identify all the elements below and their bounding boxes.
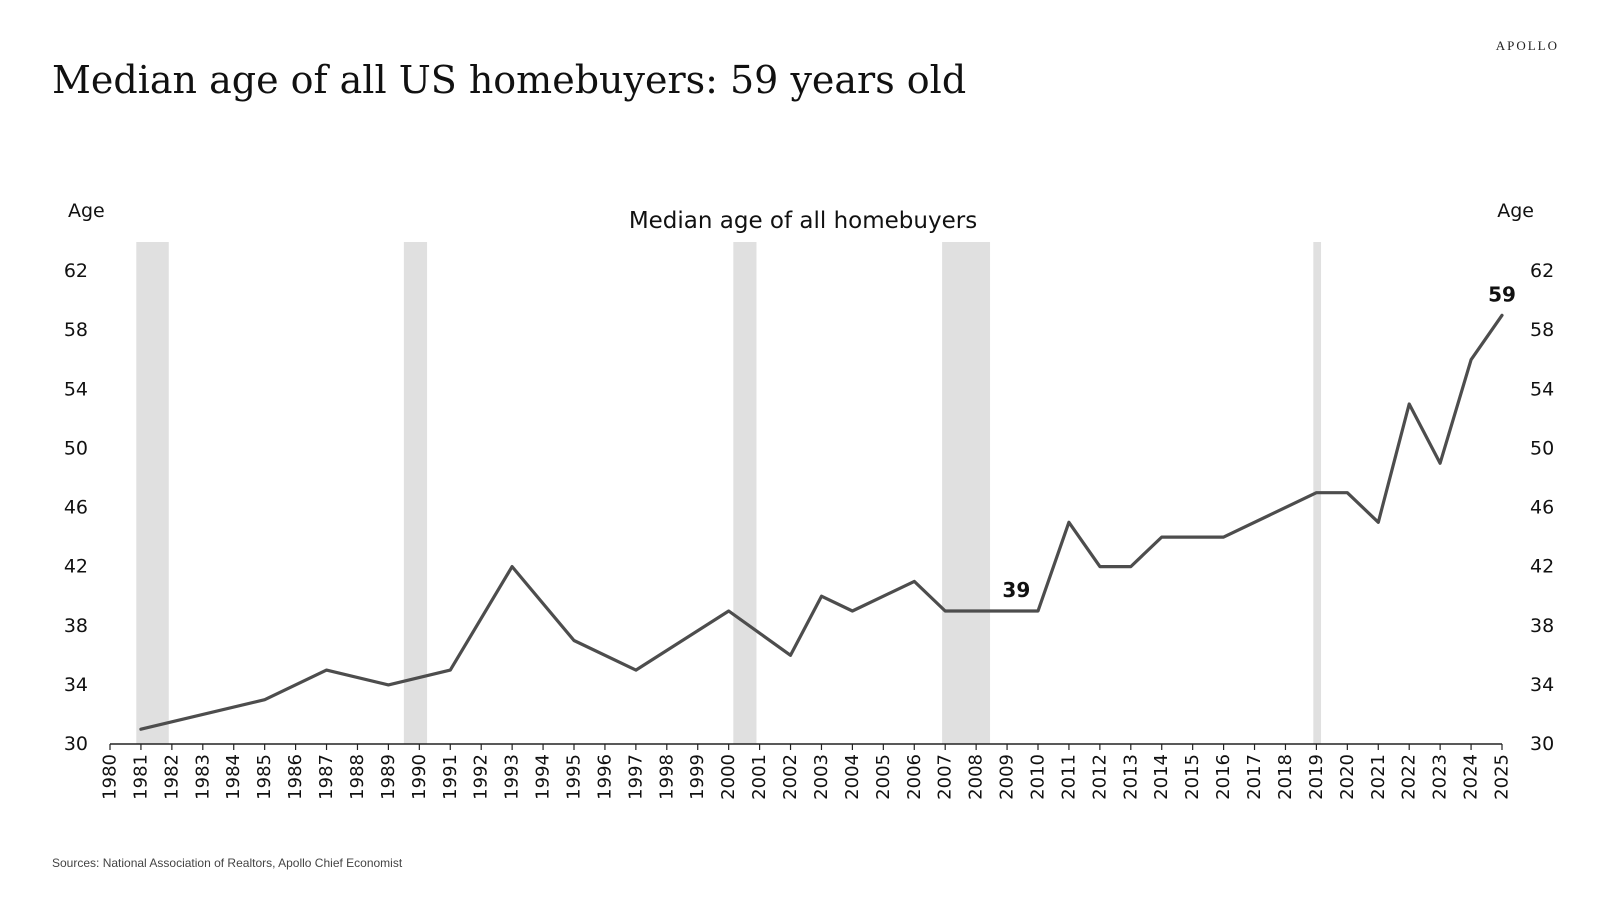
x-tick-label-2014: 2014: [1151, 754, 1172, 800]
x-tick-label-2003: 2003: [811, 754, 832, 800]
x-tick-label-2018: 2018: [1275, 754, 1296, 800]
x-tick-label-2025: 2025: [1492, 754, 1513, 800]
recession-band-2: [403, 242, 428, 744]
series-line-group: [139, 313, 1504, 731]
apollo-logo: APOLLO: [1495, 38, 1559, 53]
x-tick-label-2005: 2005: [873, 754, 894, 800]
x-tick-label-2000: 2000: [718, 754, 739, 800]
x-tick-label-2013: 2013: [1120, 754, 1141, 800]
x-tick-label-1996: 1996: [594, 754, 615, 800]
x-tick-label-2015: 2015: [1182, 754, 1203, 800]
recession-band-1: [136, 242, 169, 744]
y-right-tick-label-62: 62: [1530, 260, 1554, 282]
x-tick-label-2024: 2024: [1461, 754, 1482, 800]
y-left-tick-label-50: 50: [64, 437, 88, 459]
y-axis-right-labels: 30 34 38 42 46 50 54 58 62: [1530, 260, 1554, 755]
x-tick-label-1987: 1987: [316, 754, 337, 800]
x-tick-label-2008: 2008: [966, 754, 987, 800]
x-tick-label-2004: 2004: [842, 754, 863, 800]
recession-band-3: [733, 242, 757, 744]
y-axis-right-title: Age: [1497, 200, 1534, 222]
y-left-tick-label-42: 42: [64, 556, 88, 578]
x-tick-label-2023: 2023: [1430, 754, 1451, 800]
x-tick-label-2006: 2006: [904, 754, 925, 800]
x-tick-label-1988: 1988: [347, 754, 368, 800]
x-tick-label-2007: 2007: [935, 754, 956, 800]
x-tick-label-1993: 1993: [502, 754, 523, 800]
x-tick-label-2009: 2009: [997, 754, 1018, 800]
x-tick-label-1980: 1980: [100, 754, 121, 800]
x-tick-label-2021: 2021: [1368, 754, 1389, 800]
y-right-tick-label-46: 46: [1530, 497, 1554, 519]
y-left-tick-label-34: 34: [64, 674, 88, 696]
recession-shading: [136, 242, 1322, 744]
y-left-tick-label-58: 58: [64, 319, 88, 341]
x-tick-label-1981: 1981: [130, 754, 151, 800]
x-tick-label-1985: 1985: [254, 754, 275, 800]
x-tick-label-2019: 2019: [1306, 754, 1327, 800]
x-tick-label-1986: 1986: [285, 754, 306, 800]
y-axis-left-labels: 30 34 38 42 46 50 54 58 62: [64, 260, 88, 755]
x-tick-label-1998: 1998: [656, 754, 677, 800]
x-tick-label-1982: 1982: [161, 754, 182, 800]
x-tick-label-1994: 1994: [533, 754, 554, 800]
annotation-39: 39: [1002, 578, 1030, 602]
x-tick-label-2001: 2001: [749, 754, 770, 800]
x-tick-label-1984: 1984: [223, 754, 244, 800]
y-right-tick-label-42: 42: [1530, 556, 1554, 578]
y-left-tick-label-46: 46: [64, 497, 88, 519]
sources-note: Sources: National Association of Realtor…: [52, 856, 403, 870]
x-tick-label-1992: 1992: [471, 754, 492, 800]
y-left-tick-label-30: 30: [64, 733, 88, 755]
x-tick-label-2017: 2017: [1244, 754, 1265, 800]
y-right-tick-label-58: 58: [1530, 319, 1554, 341]
x-axis-labels: 1980 1981 1982 1983 1984 1985 1986 1987 1988 1989…: [100, 754, 1513, 800]
y-left-tick-label-38: 38: [64, 615, 88, 637]
page-title: Median age of all US homebuyers: 59 year…: [52, 58, 967, 102]
x-tick-label-1997: 1997: [625, 754, 646, 800]
x-tick-label-2022: 2022: [1399, 754, 1420, 800]
y-right-tick-label-30: 30: [1530, 733, 1554, 755]
y-right-tick-label-54: 54: [1530, 378, 1554, 400]
y-left-tick-label-62: 62: [64, 260, 88, 282]
x-tick-label-1990: 1990: [409, 754, 430, 800]
y-right-tick-label-38: 38: [1530, 615, 1554, 637]
x-tick-label-1983: 1983: [192, 754, 213, 800]
y-right-tick-label-50: 50: [1530, 437, 1554, 459]
annotations: 39 59: [1002, 282, 1515, 602]
x-tick-label-2016: 2016: [1213, 754, 1234, 800]
chart-axes: [109, 743, 1503, 750]
annotation-59: 59: [1488, 282, 1516, 306]
x-tick-label-1999: 1999: [687, 754, 708, 800]
x-tick-label-2011: 2011: [1058, 754, 1079, 800]
recession-band-4: [942, 242, 991, 744]
x-tick-label-2010: 2010: [1028, 754, 1049, 800]
y-right-tick-label-34: 34: [1530, 674, 1554, 696]
x-tick-label-1991: 1991: [440, 754, 461, 800]
x-tick-label-2012: 2012: [1089, 754, 1110, 800]
x-tick-label-1995: 1995: [564, 754, 585, 800]
x-tick-label-2020: 2020: [1337, 754, 1358, 800]
series-line-median-age: [139, 313, 1504, 731]
x-tick-label-2002: 2002: [780, 754, 801, 800]
y-left-tick-label-54: 54: [64, 378, 88, 400]
x-tick-label-1989: 1989: [378, 754, 399, 800]
chart-title: Median age of all homebuyers: [629, 208, 977, 234]
y-axis-left-title: Age: [68, 200, 105, 222]
